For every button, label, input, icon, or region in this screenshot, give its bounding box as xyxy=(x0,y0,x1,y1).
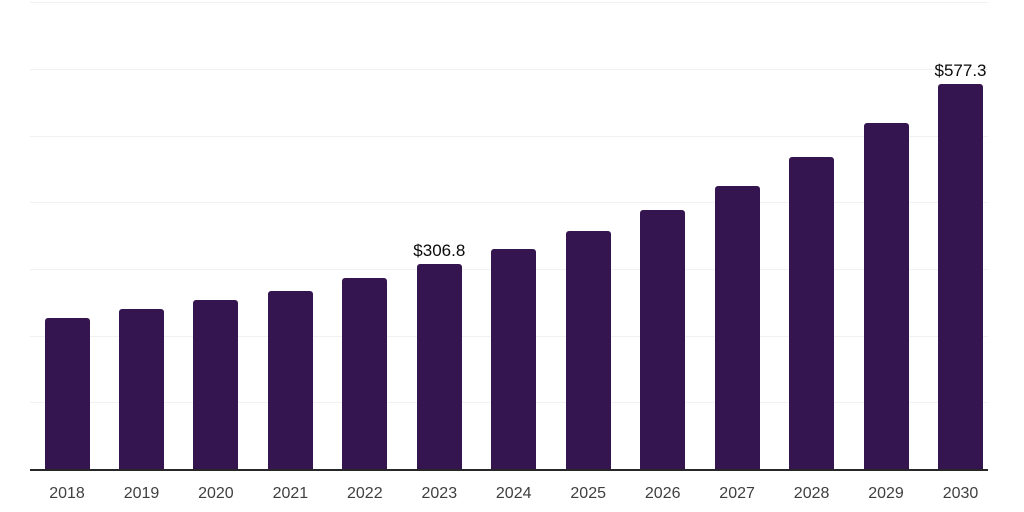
bar-2023 xyxy=(416,264,462,469)
bar-2026 xyxy=(640,210,686,469)
bar-2025 xyxy=(565,231,611,469)
x-axis-line xyxy=(30,469,988,471)
bar-2024 xyxy=(491,248,537,469)
grid-line xyxy=(30,2,988,4)
x-axis-tick-label: 2025 xyxy=(570,485,606,502)
x-axis-tick-label: 2028 xyxy=(793,485,830,502)
bar-2019 xyxy=(119,309,164,469)
bar-2022 xyxy=(342,277,388,469)
bar-2028 xyxy=(789,157,835,469)
x-axis-tick-label: 2030 xyxy=(942,485,979,502)
bar-2030 xyxy=(938,84,983,469)
x-axis-tick-label: 2027 xyxy=(719,485,755,502)
x-axis-tick-label: 2022 xyxy=(347,485,383,502)
bar-2029 xyxy=(863,123,909,469)
bar-chart: 2018 2019 2020 2021 2022 2023 $306.8 2024 2025 20… xyxy=(30,0,988,512)
bar-2021 xyxy=(267,291,313,469)
x-axis-tick-label: 2020 xyxy=(198,485,234,502)
bar-2027 xyxy=(714,186,760,469)
grid-line xyxy=(30,135,988,137)
x-axis-tick-label: 2023 xyxy=(421,485,458,502)
x-axis-tick-label: 2026 xyxy=(644,485,681,502)
grid-line xyxy=(30,68,988,70)
x-axis-tick-label: 2021 xyxy=(272,485,309,502)
x-axis-tick-label: 2029 xyxy=(868,485,904,502)
x-axis-tick-label: 2018 xyxy=(49,485,85,502)
bar-value-label: $306.8 xyxy=(413,241,466,261)
bar-2020 xyxy=(193,300,239,469)
x-axis-tick-label: 2024 xyxy=(495,485,532,502)
bar-value-label: $577.3 xyxy=(934,61,987,80)
grid-line xyxy=(30,202,988,204)
bar-2018 xyxy=(44,318,90,469)
x-axis-tick-label: 2019 xyxy=(123,485,160,502)
